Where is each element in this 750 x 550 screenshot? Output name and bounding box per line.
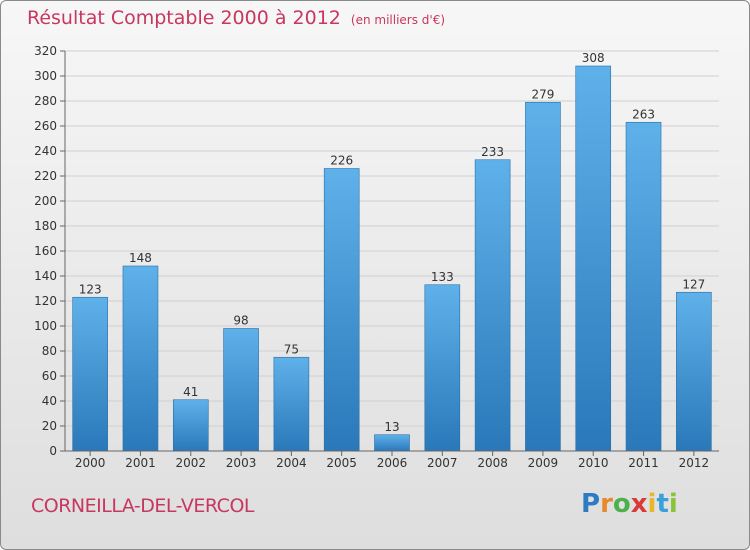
data-label-2007: 133	[431, 270, 454, 284]
bar-2006	[374, 434, 410, 452]
x-tick-label-2010: 2010	[578, 456, 609, 470]
data-label-2003: 98	[233, 314, 248, 328]
data-label-2005: 226	[330, 154, 353, 168]
logo-letter: i	[647, 489, 657, 519]
y-tick-label: 160	[34, 244, 57, 258]
city-name: CORNEILLA-DEL-VERCOL	[31, 495, 254, 517]
bars	[72, 65, 712, 452]
y-tick-label: 260	[34, 119, 57, 133]
x-tick-label-2012: 2012	[679, 456, 710, 470]
bar-2010	[575, 65, 612, 452]
y-tick-label: 320	[34, 44, 57, 58]
y-tick-label: 80	[42, 344, 57, 358]
x-tick-label-2004: 2004	[276, 456, 307, 470]
x-tick-label-2009: 2009	[528, 456, 559, 470]
y-tick-label: 120	[34, 294, 57, 308]
y-tick-label: 140	[34, 269, 57, 283]
x-tick-label-2007: 2007	[427, 456, 458, 470]
bar-2000	[72, 296, 108, 452]
data-label-2010: 308	[582, 51, 605, 65]
data-label-2011: 263	[632, 107, 655, 121]
y-tick-label: 240	[34, 144, 57, 158]
y-tick-label: 40	[42, 394, 57, 408]
data-label-2008: 233	[481, 145, 504, 159]
x-axis: 2000 2001 2002 2003 2004 2005 2006 2007 2008 2009…	[65, 450, 719, 470]
bar-2007	[424, 284, 461, 452]
logo-letter: P	[581, 489, 601, 519]
x-tick-label-2001: 2001	[125, 456, 156, 470]
proxiti-logo: Proxiti	[581, 489, 678, 519]
y-tick-label: 180	[34, 219, 57, 233]
bar-2005	[323, 168, 360, 452]
x-tick-label-2005: 2005	[326, 456, 357, 470]
data-label-2012: 127	[682, 277, 705, 291]
x-tick-label-2011: 2011	[628, 456, 659, 470]
y-tick-label: 100	[34, 319, 57, 333]
x-tick-label-2002: 2002	[175, 456, 206, 470]
bar-2008	[474, 159, 511, 452]
bar-2003	[223, 328, 259, 452]
logo-letter: o	[612, 489, 631, 519]
bar-2009	[525, 101, 561, 452]
chart-title: Résultat Comptable 2000 à 2012 (en millie…	[27, 7, 445, 29]
logo-letter: t	[656, 489, 669, 519]
data-label-2001: 148	[129, 251, 152, 265]
x-tick-label-2000: 2000	[75, 456, 106, 470]
y-axis: 0 20 40 60 80 100 120 140 160 180 200 220 240 260 280 3…	[34, 44, 66, 458]
y-tick-label: 300	[34, 69, 57, 83]
y-tick-label: 200	[34, 194, 57, 208]
chart-title-text: Résultat Comptable 2000 à 2012	[27, 7, 341, 29]
data-label-2000: 123	[79, 282, 102, 296]
chart-subtitle: (en milliers d'€)	[350, 13, 446, 27]
y-tick-label: 60	[42, 369, 57, 383]
y-tick-label: 220	[34, 169, 57, 183]
data-label-2006: 13	[384, 420, 399, 434]
logo-letter: r	[600, 489, 613, 519]
grid-lines	[65, 50, 719, 452]
y-tick-label: 20	[42, 419, 57, 433]
x-tick-label-2003: 2003	[226, 456, 257, 470]
bar-2001	[122, 265, 159, 452]
y-tick-label: 0	[49, 444, 57, 458]
y-tick-label: 280	[34, 94, 57, 108]
logo-letter: i	[668, 489, 678, 519]
bar-2002	[172, 399, 209, 452]
x-tick-label-2006: 2006	[377, 456, 408, 470]
bar-2004	[273, 356, 310, 452]
x-tick-label-2008: 2008	[477, 456, 508, 470]
logo-letter: x	[630, 489, 648, 519]
data-label-2009: 279	[531, 87, 554, 101]
bar-2012	[676, 291, 712, 452]
data-label-2002: 41	[183, 385, 198, 399]
data-labels: 123 148 41 98 75 226 13 133 233 279 308 263 127	[79, 51, 706, 434]
bar-2011	[625, 121, 662, 452]
data-label-2004: 75	[284, 342, 299, 356]
